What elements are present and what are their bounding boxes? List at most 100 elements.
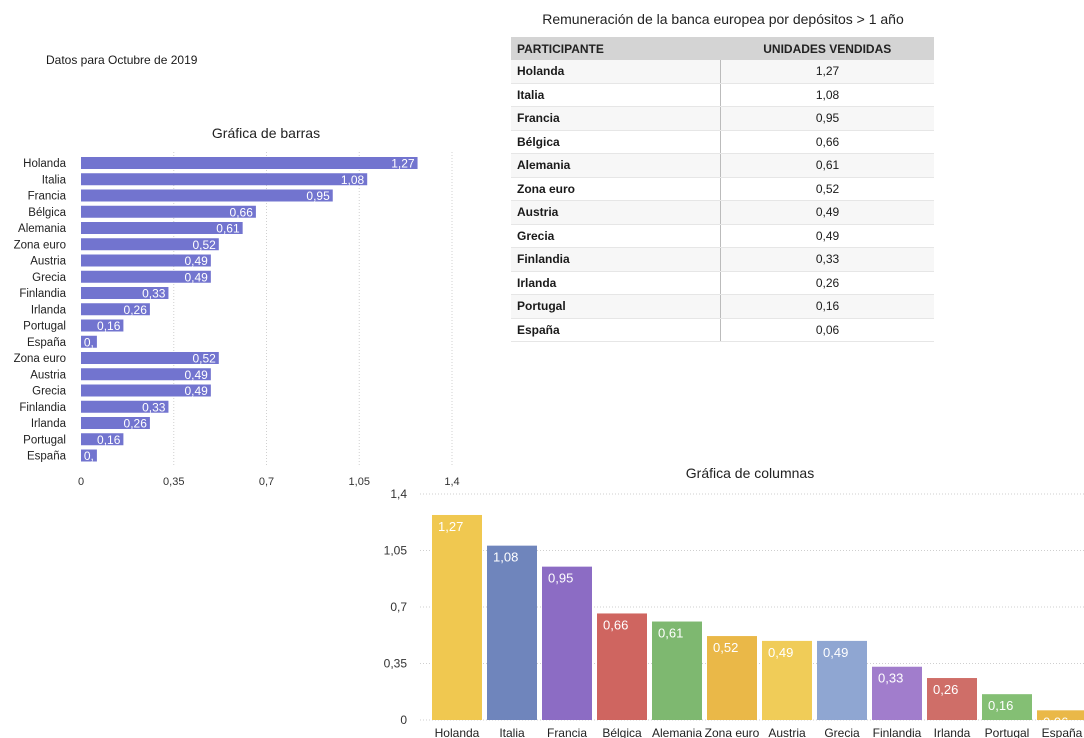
bar-chart-bar: [81, 254, 211, 267]
bar-chart-tick-label: 1,05: [349, 476, 370, 488]
bar-chart-bar: [81, 319, 124, 332]
table-cell-unidades: 0,66: [720, 130, 934, 154]
table-cell-unidades: 1,27: [720, 60, 934, 84]
column-chart-category-label: Holanda: [435, 726, 480, 738]
bar-chart-data-label: 0,16: [97, 433, 121, 447]
table-cell-unidades: 0,26: [720, 271, 934, 295]
column-chart-title: Gráfica de columnas: [685, 465, 815, 481]
bar-chart-bar: [81, 384, 211, 397]
column-chart-bar: [707, 636, 757, 720]
table-row: Bélgica 0,66: [511, 130, 934, 154]
column-chart-data-label: 1,08: [493, 550, 518, 565]
bar-chart-category-label: Finlandia: [19, 288, 66, 300]
bar-chart-data-label: 0,52: [192, 238, 216, 252]
column-chart-data-label: 0,49: [823, 645, 848, 660]
bar-chart-category-label: Finlandia: [19, 402, 66, 414]
column-chart-bar: [597, 613, 647, 720]
column-chart-data-label: 0,06: [1043, 714, 1068, 729]
bar-chart-tick-label: 1,4: [444, 476, 459, 488]
column-chart-tick-label: 1,4: [390, 487, 407, 501]
table-cell-participante: Portugal: [511, 294, 721, 319]
bar-chart-category-label: Grecia: [32, 386, 66, 398]
column-chart-bar: [487, 545, 537, 720]
column-chart-tick-label: 1,05: [384, 544, 408, 558]
column-chart-tick-label: 0,7: [390, 600, 407, 614]
column-chart-bar: [762, 640, 812, 720]
table-row: Holanda 1,27: [511, 60, 934, 84]
table-cell-participante: Holanda: [511, 60, 721, 84]
bar-chart-category-label: Francia: [28, 191, 67, 203]
table-cell-participante: Zona euro: [511, 177, 721, 201]
column-chart-bar: [432, 514, 482, 720]
column-chart-category-label: Portugal: [985, 726, 1030, 738]
column-chart-category-label: Francia: [547, 726, 587, 738]
bar-chart-data-label: 0,49: [184, 384, 208, 398]
table-cell-unidades: 1,08: [720, 83, 934, 107]
table-cell-participante: Italia: [511, 83, 721, 107]
table-cell-unidades: 0,49: [720, 224, 934, 248]
table-cell-participante: Irlanda: [511, 271, 721, 295]
bar-chart-data-label: 0,52: [192, 352, 216, 366]
table-header-row: PARTICIPANTE UNIDADES VENDIDAS: [511, 37, 934, 60]
column-chart-bar: [927, 678, 977, 720]
column-chart-category-label: Grecia: [824, 726, 860, 738]
column-chart-category-label: Austria: [768, 726, 806, 738]
bar-chart-data-label: 0,33: [142, 400, 166, 414]
bar-chart-data-label: 0,49: [184, 270, 208, 284]
table-row: Austria 0,49: [511, 200, 934, 225]
bar-chart-data-label: 1,08: [341, 173, 365, 187]
column-chart-tick-label: 0: [400, 713, 407, 727]
column-chart-bar: [542, 566, 592, 720]
bar-chart-data-label: 0,: [84, 335, 94, 349]
bar-chart-data-label: 0,26: [124, 417, 148, 431]
bar-chart-category-label: Bélgica: [28, 207, 66, 219]
bar-chart-category-label: Zona euro: [14, 353, 66, 365]
column-chart-category-label: Bélgica: [602, 726, 642, 738]
bar-chart-tick-label: 0,7: [259, 476, 274, 488]
table-cell-participante: España: [511, 318, 721, 342]
bar-chart-title: Gráfica de barras: [211, 125, 321, 141]
bar-chart-bar: [81, 352, 219, 364]
bar-chart-data-label: 0,33: [142, 287, 166, 301]
column-header-participante: PARTICIPANTE: [511, 37, 721, 60]
column-chart-category-label: Zona euro: [705, 726, 760, 738]
table-row: Alemania 0,61: [511, 153, 934, 178]
table-cell-unidades: 0,52: [720, 177, 934, 201]
column-header-unidades: UNIDADES VENDIDAS: [720, 37, 934, 60]
bar-chart-category-label: Irlanda: [31, 418, 67, 430]
table-cell-participante: Austria: [511, 200, 721, 225]
bar-chart-bar: [81, 157, 418, 169]
table-cell-unidades: 0,06: [720, 318, 934, 342]
bar-chart-data-label: 0,95: [306, 189, 330, 203]
bar-chart-category-label: Austria: [30, 256, 66, 268]
bar-chart-category-label: España: [27, 451, 67, 463]
column-chart-data-label: 0,95: [548, 571, 573, 586]
column-chart-category-label: España: [1042, 726, 1083, 738]
table-cell-participante: Finlandia: [511, 247, 721, 272]
column-chart-category-label: Finlandia: [873, 726, 922, 738]
column-chart-bar: [982, 694, 1032, 720]
bar-chart-bar: [81, 417, 150, 429]
bar-chart-bar: [81, 433, 124, 446]
table-row: España 0,06: [511, 318, 934, 342]
column-chart-data-label: 1,27: [438, 519, 463, 534]
column-chart-data-label: 0,33: [878, 671, 903, 686]
table-row: Irlanda 0,26: [511, 271, 934, 295]
column-chart-category-label: Irlanda: [934, 726, 971, 738]
table-cell-unidades: 0,49: [720, 200, 934, 225]
data-table: PARTICIPANTE UNIDADES VENDIDAS Holanda 1,…: [511, 37, 934, 342]
bar-chart-data-label: 0,49: [184, 254, 208, 268]
column-chart-bar: [652, 621, 702, 720]
bar-chart-category-label: Alemania: [18, 223, 67, 235]
table-cell-unidades: 0,16: [720, 294, 934, 319]
column-chart-category-label: Alemania: [652, 726, 702, 738]
bar-chart-bar: [81, 205, 256, 218]
bar-chart-bar: [81, 189, 333, 202]
column-chart-bar: [872, 666, 922, 720]
bar-chart-bar: [81, 449, 97, 462]
bar-chart-category-label: Irlanda: [31, 304, 67, 316]
table-row: Francia 0,95: [511, 106, 934, 131]
bar-chart-data-label: 0,: [84, 449, 94, 463]
column-chart-bar: [1037, 710, 1084, 720]
